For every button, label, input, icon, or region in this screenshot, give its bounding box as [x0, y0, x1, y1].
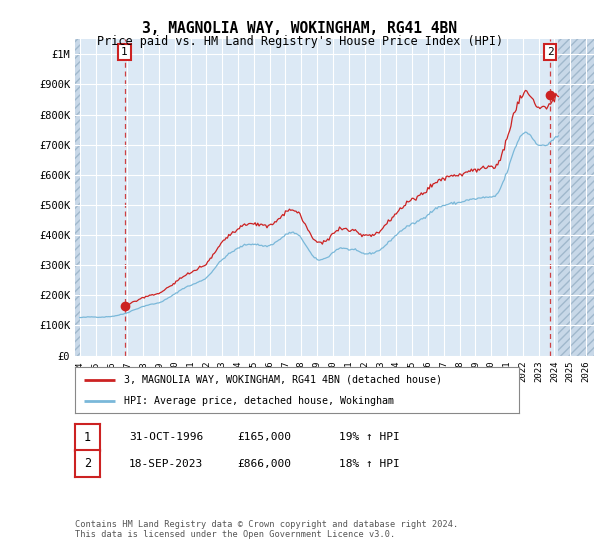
Bar: [559, 39, 594, 356]
Text: 2: 2: [84, 457, 91, 470]
Text: Contains HM Land Registry data © Crown copyright and database right 2024.
This d: Contains HM Land Registry data © Crown c…: [75, 520, 458, 539]
Text: HPI: Average price, detached house, Wokingham: HPI: Average price, detached house, Woki…: [124, 396, 394, 406]
Text: 1: 1: [121, 47, 128, 57]
Text: £165,000: £165,000: [237, 432, 291, 442]
Bar: [75, 39, 80, 356]
Text: 19% ↑ HPI: 19% ↑ HPI: [339, 432, 400, 442]
Bar: [75, 39, 80, 356]
Text: Price paid vs. HM Land Registry's House Price Index (HPI): Price paid vs. HM Land Registry's House …: [97, 35, 503, 48]
Text: 1: 1: [84, 431, 91, 444]
Text: 2: 2: [547, 47, 553, 57]
Text: £866,000: £866,000: [237, 459, 291, 469]
Text: 3, MAGNOLIA WAY, WOKINGHAM, RG41 4BN: 3, MAGNOLIA WAY, WOKINGHAM, RG41 4BN: [143, 21, 458, 36]
Text: 31-OCT-1996: 31-OCT-1996: [129, 432, 203, 442]
Bar: [559, 39, 594, 356]
Text: 18-SEP-2023: 18-SEP-2023: [129, 459, 203, 469]
Text: 18% ↑ HPI: 18% ↑ HPI: [339, 459, 400, 469]
Text: 3, MAGNOLIA WAY, WOKINGHAM, RG41 4BN (detached house): 3, MAGNOLIA WAY, WOKINGHAM, RG41 4BN (de…: [124, 375, 442, 385]
